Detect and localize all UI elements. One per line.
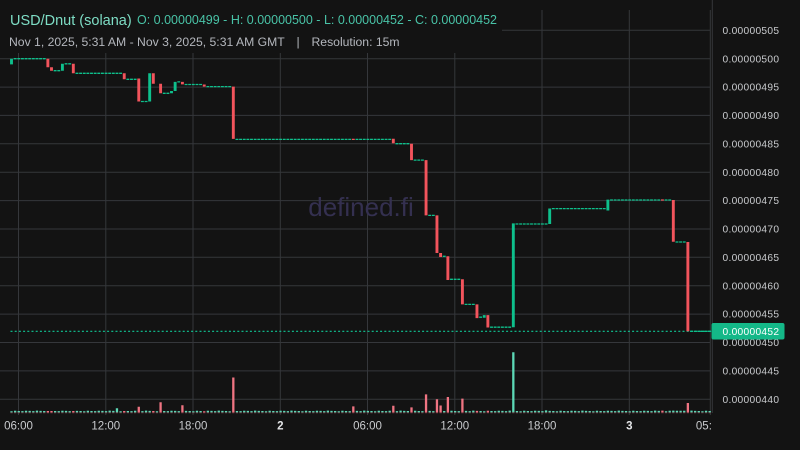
- svg-text:3: 3: [626, 421, 632, 433]
- svg-text:0.00000475: 0.00000475: [723, 196, 780, 207]
- svg-text:0.00000485: 0.00000485: [723, 139, 780, 150]
- svg-text:0.00000480: 0.00000480: [723, 168, 780, 179]
- svg-text:0.00000505: 0.00000505: [723, 26, 780, 37]
- svg-text:18:00: 18:00: [528, 421, 557, 433]
- svg-text:05:31: 05:31: [696, 421, 725, 433]
- svg-text:0.00000450: 0.00000450: [723, 338, 780, 349]
- svg-text:0.00000490: 0.00000490: [723, 111, 780, 122]
- svg-text:0.00000455: 0.00000455: [723, 310, 780, 321]
- svg-text:12:00: 12:00: [440, 421, 469, 433]
- svg-text:0.00000465: 0.00000465: [723, 253, 780, 264]
- svg-text:2: 2: [277, 421, 283, 433]
- svg-text:0.00000470: 0.00000470: [723, 225, 780, 236]
- svg-text:18:00: 18:00: [179, 421, 208, 433]
- svg-text:USD/Dnut (solana): USD/Dnut (solana): [10, 13, 132, 29]
- svg-text:0.00000440: 0.00000440: [723, 395, 780, 406]
- svg-text:0.00000460: 0.00000460: [723, 281, 780, 292]
- svg-text:Resolution: 15m: Resolution: 15m: [312, 35, 400, 49]
- svg-text:06:00: 06:00: [4, 421, 33, 433]
- svg-text:defined.fi: defined.fi: [308, 192, 414, 222]
- svg-text:06:00: 06:00: [353, 421, 382, 433]
- svg-text:Nov 1, 2025, 5:31 AM - Nov 3,: Nov 1, 2025, 5:31 AM - Nov 3, 2025, 5:31…: [9, 35, 285, 49]
- svg-text:12:00: 12:00: [91, 421, 120, 433]
- svg-text:0.00000495: 0.00000495: [723, 83, 780, 94]
- svg-text:|: |: [297, 35, 300, 49]
- svg-text:O: 0.00000499 - H: 0.00000500: O: 0.00000499 - H: 0.00000500 - L: 0.000…: [137, 13, 497, 27]
- svg-text:0.00000452: 0.00000452: [723, 327, 780, 338]
- svg-text:0.00000445: 0.00000445: [723, 367, 780, 378]
- svg-text:0.00000500: 0.00000500: [723, 54, 780, 65]
